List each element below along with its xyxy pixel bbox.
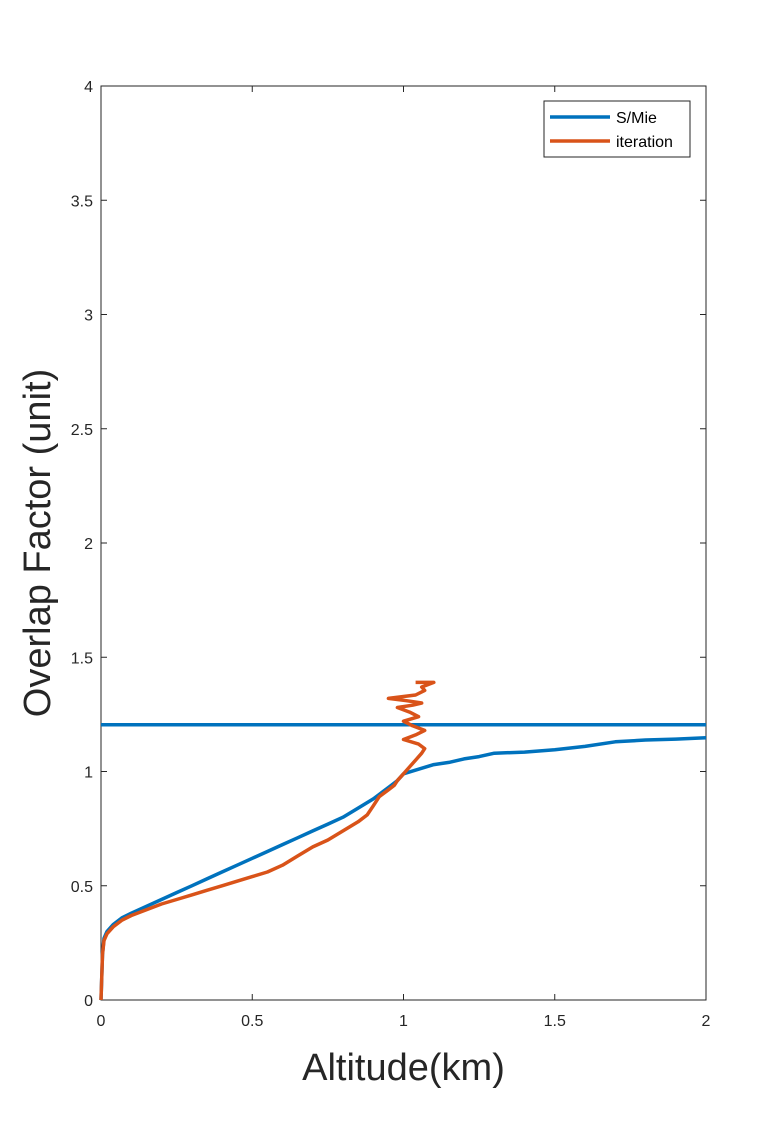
y-tick-label: 4 <box>84 79 93 96</box>
y-tick-label: 2.5 <box>71 422 93 439</box>
y-tick-label: 3 <box>84 308 93 325</box>
x-tick-label: 0 <box>97 1013 106 1030</box>
x-tick-label: 2 <box>702 1013 711 1030</box>
legend-label: iteration <box>616 134 673 151</box>
x-axis-label: Altitude(km) <box>302 1047 505 1089</box>
x-tick-label: 1.5 <box>544 1013 566 1030</box>
legend: S/Mie iteration <box>543 100 691 158</box>
legend-box <box>543 100 691 158</box>
series-line-3 <box>99 680 436 1001</box>
y-tick-label: 0 <box>84 993 93 1010</box>
x-tick-label: 1 <box>399 1013 408 1030</box>
x-tick-label: 0.5 <box>241 1013 263 1030</box>
legend-label: S/Mie <box>616 110 657 127</box>
series-lines <box>99 680 707 1001</box>
y-tick-label: 1 <box>84 765 93 782</box>
series-line-1 <box>99 735 707 1001</box>
y-tick-label: 3.5 <box>71 193 93 210</box>
y-tick-label: 2 <box>84 536 93 553</box>
y-tick-label: 1.5 <box>71 650 93 667</box>
y-tick-label: 0.5 <box>71 879 93 896</box>
axis-ticks: 0 0.5 1 1.5 2 0 0.5 1 1.5 2 2.5 3 3.5 4 <box>71 79 711 1030</box>
y-axis-label: Overlap Factor (unit) <box>17 369 59 717</box>
